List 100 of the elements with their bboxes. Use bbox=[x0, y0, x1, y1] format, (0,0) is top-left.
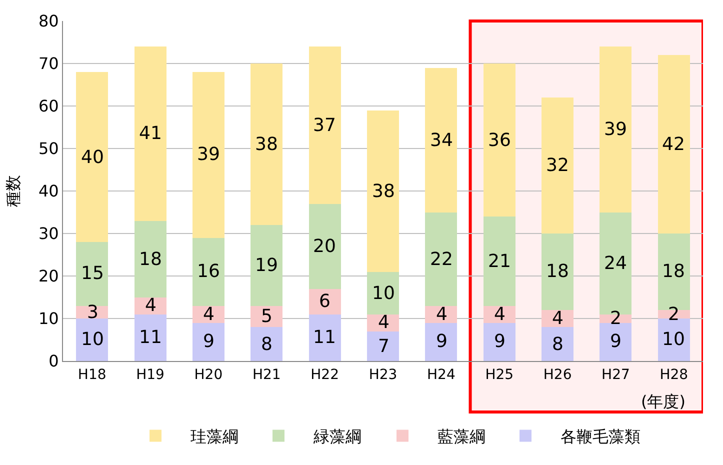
bar bbox=[658, 55, 690, 234]
data-label: 19 bbox=[255, 255, 278, 276]
data-label: 18 bbox=[546, 261, 569, 282]
data-label: 10 bbox=[662, 329, 685, 350]
data-label: 15 bbox=[81, 263, 104, 284]
y-tick-label: 30 bbox=[38, 224, 59, 244]
x-tick-label: H28 bbox=[660, 366, 688, 383]
data-label: 8 bbox=[552, 334, 564, 355]
y-tick-label: 80 bbox=[38, 12, 59, 31]
bar bbox=[308, 288, 341, 314]
y-tick-label: 60 bbox=[38, 96, 59, 116]
data-label: 10 bbox=[372, 283, 395, 304]
data-label: 18 bbox=[662, 261, 685, 282]
x-tick-label: H21 bbox=[252, 366, 281, 383]
bar bbox=[542, 234, 574, 310]
legend-label: 藍藻綱 bbox=[438, 426, 486, 446]
data-label: 36 bbox=[488, 130, 511, 151]
data-label: 9 bbox=[436, 331, 448, 352]
bar bbox=[367, 110, 399, 272]
data-label: 3 bbox=[87, 302, 98, 323]
bar bbox=[367, 272, 399, 314]
data-label: 37 bbox=[313, 115, 336, 136]
y-tick-label: 50 bbox=[38, 139, 59, 158]
data-label: 10 bbox=[81, 329, 104, 350]
legend-label: 緑藻綱 bbox=[312, 426, 362, 446]
data-label: 2 bbox=[610, 308, 622, 329]
bar bbox=[658, 318, 690, 361]
bar bbox=[425, 68, 458, 212]
bar bbox=[542, 98, 574, 234]
bar bbox=[76, 318, 108, 361]
bar bbox=[483, 322, 516, 361]
bar bbox=[134, 220, 166, 298]
y-tick-label: 70 bbox=[38, 54, 59, 74]
y-tick-label: 10 bbox=[38, 309, 59, 328]
data-label: 41 bbox=[139, 123, 162, 144]
bar bbox=[483, 64, 516, 216]
bar bbox=[134, 46, 166, 221]
bar bbox=[600, 322, 632, 361]
x-tick-label: H20 bbox=[194, 366, 223, 383]
x-tick-label: H19 bbox=[136, 366, 164, 383]
x-tick-label: H24 bbox=[427, 366, 456, 383]
bar bbox=[76, 242, 108, 306]
data-label: 9 bbox=[494, 331, 506, 352]
data-label: 4 bbox=[378, 312, 390, 333]
data-label: 39 bbox=[604, 119, 627, 140]
data-label: 4 bbox=[203, 304, 214, 325]
x-tick-label: H23 bbox=[368, 366, 398, 383]
bar bbox=[250, 64, 283, 225]
bar bbox=[134, 314, 166, 361]
data-label: 16 bbox=[197, 261, 220, 282]
data-label: 24 bbox=[604, 253, 627, 274]
bar bbox=[250, 225, 283, 306]
bar bbox=[192, 238, 224, 306]
data-label: 7 bbox=[378, 336, 390, 357]
x-axis-title: (年度) bbox=[641, 392, 686, 411]
data-label: 4 bbox=[552, 308, 564, 329]
data-label: 22 bbox=[430, 249, 453, 270]
x-tick-label: H25 bbox=[485, 366, 514, 383]
y-axis-title: 種数 bbox=[3, 175, 22, 207]
data-label: 34 bbox=[430, 130, 453, 151]
data-label: 20 bbox=[313, 236, 336, 257]
bar bbox=[425, 212, 458, 306]
x-tick-label: H18 bbox=[78, 366, 106, 383]
data-label: 2 bbox=[668, 304, 680, 325]
bar bbox=[192, 322, 224, 361]
data-label: 21 bbox=[488, 251, 511, 272]
bar bbox=[600, 46, 632, 212]
data-label: 8 bbox=[261, 334, 272, 355]
y-tick-label: 20 bbox=[38, 266, 59, 286]
legend-label: 各鞭毛藻類 bbox=[560, 426, 640, 446]
data-label: 18 bbox=[139, 249, 162, 270]
bar bbox=[308, 46, 341, 204]
data-label: 9 bbox=[610, 331, 622, 352]
y-tick-label: 0 bbox=[48, 352, 59, 371]
bar bbox=[192, 72, 224, 238]
data-label: 4 bbox=[494, 304, 506, 325]
data-label: 38 bbox=[255, 134, 278, 155]
data-label: 4 bbox=[436, 304, 448, 325]
bar bbox=[542, 327, 574, 361]
legend-label: 珪藻綱 bbox=[190, 426, 238, 446]
bar bbox=[483, 216, 516, 306]
y-tick-label: 40 bbox=[38, 182, 59, 201]
data-label: 40 bbox=[81, 147, 104, 168]
data-label: 32 bbox=[546, 155, 569, 176]
data-label: 39 bbox=[197, 144, 220, 165]
data-label: 38 bbox=[372, 181, 395, 202]
x-tick-label: H26 bbox=[543, 366, 572, 383]
x-tick-label: H22 bbox=[310, 366, 339, 383]
x-tick-label: H27 bbox=[602, 366, 630, 383]
bar bbox=[425, 322, 458, 361]
data-label: 5 bbox=[261, 306, 272, 327]
bar bbox=[76, 72, 108, 242]
bar bbox=[308, 204, 341, 289]
data-label: 11 bbox=[139, 327, 162, 348]
data-label: 4 bbox=[145, 295, 156, 316]
bar bbox=[250, 327, 283, 361]
data-label: 6 bbox=[319, 291, 330, 312]
bar bbox=[308, 314, 341, 361]
bar bbox=[367, 331, 399, 361]
data-label: 42 bbox=[662, 134, 685, 155]
